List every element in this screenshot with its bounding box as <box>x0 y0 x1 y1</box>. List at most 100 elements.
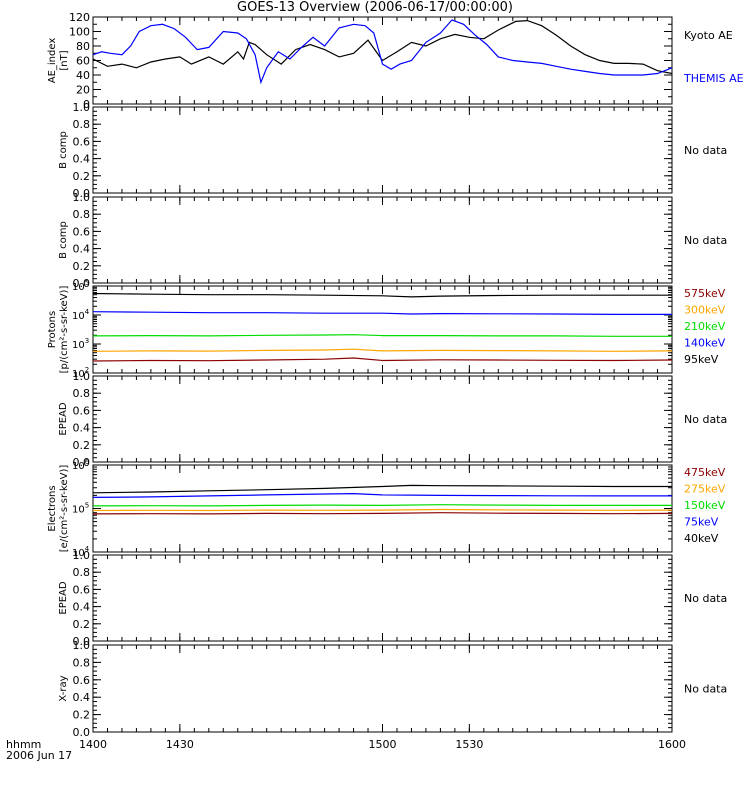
y-tick-label: 106 <box>72 458 90 472</box>
y-tick-label: 1.0 <box>73 370 91 383</box>
y-tick-label: 0.8 <box>73 656 91 669</box>
legend-label: 210keV <box>684 320 726 333</box>
series-line-150kev <box>92 504 672 507</box>
series-line-475kev <box>92 512 673 515</box>
y-tick-label: 0.6 <box>73 135 91 148</box>
series-line-kyoto-ae <box>92 19 673 75</box>
panel-frame-bcomp2 <box>92 196 673 284</box>
y-axis-label: B comp <box>58 131 69 169</box>
panel-frame-epead2 <box>92 554 673 642</box>
panel-frame-bcomp1 <box>92 106 673 194</box>
y-tick-label: 0.0 <box>73 277 91 290</box>
y-tick-label: 0.8 <box>73 566 91 579</box>
y-tick-exponent: 5 <box>85 279 89 287</box>
y-tick-label: 0.6 <box>73 404 91 417</box>
y-tick-label: 103 <box>72 337 89 351</box>
y-tick-label: 0.4 <box>73 422 91 435</box>
y-tick-label: 0.2 <box>73 709 91 722</box>
y-tick-label: 0.2 <box>73 260 91 273</box>
y-axis-label: B comp <box>58 221 69 259</box>
series-line-140kev <box>92 311 672 315</box>
y-tick-label: 0.2 <box>73 170 91 183</box>
legend-label: 140keV <box>684 337 726 350</box>
y-tick-label: 0.4 <box>73 601 91 614</box>
legend-label: No data <box>684 413 727 426</box>
legend-label: No data <box>684 144 727 157</box>
series-line-275kev <box>92 508 673 512</box>
legend-label: 150keV <box>684 499 726 512</box>
legend-label: 95keV <box>684 353 719 366</box>
legend-label: 475keV <box>684 466 726 479</box>
y-axis-label: AE_index <box>47 38 58 84</box>
series-line-210kev <box>92 334 672 337</box>
y-tick-label: 0.6 <box>73 583 91 596</box>
y-axis-label: Electrons <box>47 485 58 531</box>
y-tick-label: 0.2 <box>73 618 91 631</box>
series-line-75kev <box>92 492 672 498</box>
y-tick-label: 1.0 <box>73 191 91 204</box>
y-tick-label: 0 <box>83 98 90 111</box>
series-line-575kev <box>92 357 673 362</box>
panel-frame-xray <box>92 644 673 733</box>
y-tick-label: 0.2 <box>73 439 91 452</box>
y-tick-label: 0.4 <box>73 691 91 704</box>
y-tick-exponent: 2 <box>85 366 89 374</box>
y-tick-label: 0.6 <box>73 225 91 238</box>
y-tick-label: 0.0 <box>73 187 91 200</box>
y-tick-label: 0.4 <box>73 153 91 166</box>
y-tick-label: 0.4 <box>73 243 91 256</box>
y-axis-label: EPEAD <box>58 581 69 615</box>
x-tick-label: 1530 <box>455 738 483 751</box>
y-axis-label: [nT] <box>59 50 70 70</box>
y-tick-label: 20 <box>76 84 90 97</box>
y-axis-label: [p/(cm²-s-sr-keV)] <box>59 286 70 374</box>
x-unit-label: hhmm <box>6 738 41 751</box>
legend-label: Kyoto AE <box>684 29 733 42</box>
panel-frame-electrons <box>92 464 673 553</box>
y-tick-label: 105 <box>72 502 89 516</box>
x-tick-label: 1500 <box>369 738 397 751</box>
x-tick-label: 1600 <box>658 738 686 751</box>
y-tick-label: 0.8 <box>73 387 91 400</box>
series-line-40kev <box>92 484 672 494</box>
legend-label: No data <box>684 683 727 696</box>
legend-label: No data <box>684 592 727 605</box>
y-tick-exponent: 5 <box>85 502 89 510</box>
x-date-label: 2006 Jun 17 <box>6 749 72 762</box>
y-tick-label: 0.8 <box>73 208 91 221</box>
y-tick-label: 80 <box>76 40 90 53</box>
y-tick-label: 0.6 <box>73 674 91 687</box>
y-tick-exponent: 4 <box>85 308 90 316</box>
y-tick-exponent: 4 <box>85 545 90 553</box>
y-tick-exponent: 6 <box>85 458 90 466</box>
x-tick-label: 1400 <box>79 738 107 751</box>
y-tick-label: 120 <box>69 11 90 24</box>
y-tick-label: 1.0 <box>73 549 91 562</box>
y-tick-label: 0.0 <box>73 456 91 469</box>
series-line-themis-ae <box>92 19 673 85</box>
legend-label: 575keV <box>684 287 726 300</box>
y-tick-label: 60 <box>76 55 90 68</box>
legend-label: 300keV <box>684 304 726 317</box>
panel-frame-epead1 <box>92 375 673 463</box>
y-tick-exponent: 3 <box>85 337 89 345</box>
y-tick-label: 40 <box>76 69 90 82</box>
y-tick-label: 0.8 <box>73 118 91 131</box>
y-tick-label: 105 <box>72 279 89 293</box>
y-tick-label: 0.0 <box>73 635 91 648</box>
legend-label: No data <box>684 234 727 247</box>
legend-label: THEMIS AE <box>683 72 744 85</box>
y-axis-label: [e/(cm²-s-sr-keV)] <box>59 465 70 553</box>
y-tick-label: 104 <box>72 308 90 322</box>
y-tick-label: 0.0 <box>73 726 91 739</box>
legend-label: 75keV <box>684 516 719 529</box>
y-axis-label: Protons <box>47 311 58 348</box>
legend-label: 40keV <box>684 532 719 545</box>
figure-title: GOES-13 Overview (2006-06-17/00:00:00) <box>237 0 513 15</box>
y-axis-label: EPEAD <box>58 402 69 436</box>
y-tick-label: 100 <box>69 26 90 39</box>
y-tick-label: 1.0 <box>73 101 91 114</box>
y-tick-label: 1.0 <box>73 639 91 652</box>
y-axis-label: X-ray <box>58 675 69 701</box>
